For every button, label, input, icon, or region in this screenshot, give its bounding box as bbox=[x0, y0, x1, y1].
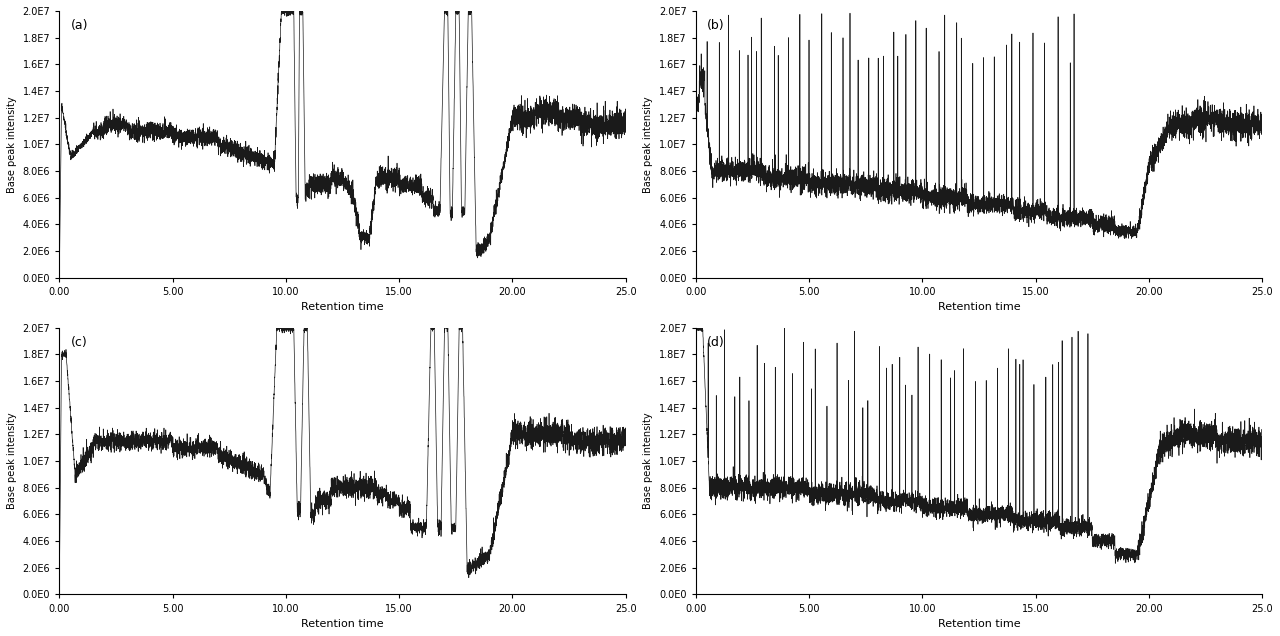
Text: (c): (c) bbox=[70, 336, 87, 349]
Y-axis label: Base peak intensity: Base peak intensity bbox=[6, 96, 17, 193]
X-axis label: Retention time: Retention time bbox=[301, 303, 384, 312]
Text: (b): (b) bbox=[707, 19, 724, 32]
Text: (a): (a) bbox=[70, 19, 88, 32]
Text: (d): (d) bbox=[707, 336, 724, 349]
X-axis label: Retention time: Retention time bbox=[301, 619, 384, 629]
X-axis label: Retention time: Retention time bbox=[938, 619, 1020, 629]
Y-axis label: Base peak intensity: Base peak intensity bbox=[644, 96, 654, 193]
X-axis label: Retention time: Retention time bbox=[938, 303, 1020, 312]
Y-axis label: Base peak intensity: Base peak intensity bbox=[6, 413, 17, 509]
Y-axis label: Base peak intensity: Base peak intensity bbox=[644, 413, 654, 509]
